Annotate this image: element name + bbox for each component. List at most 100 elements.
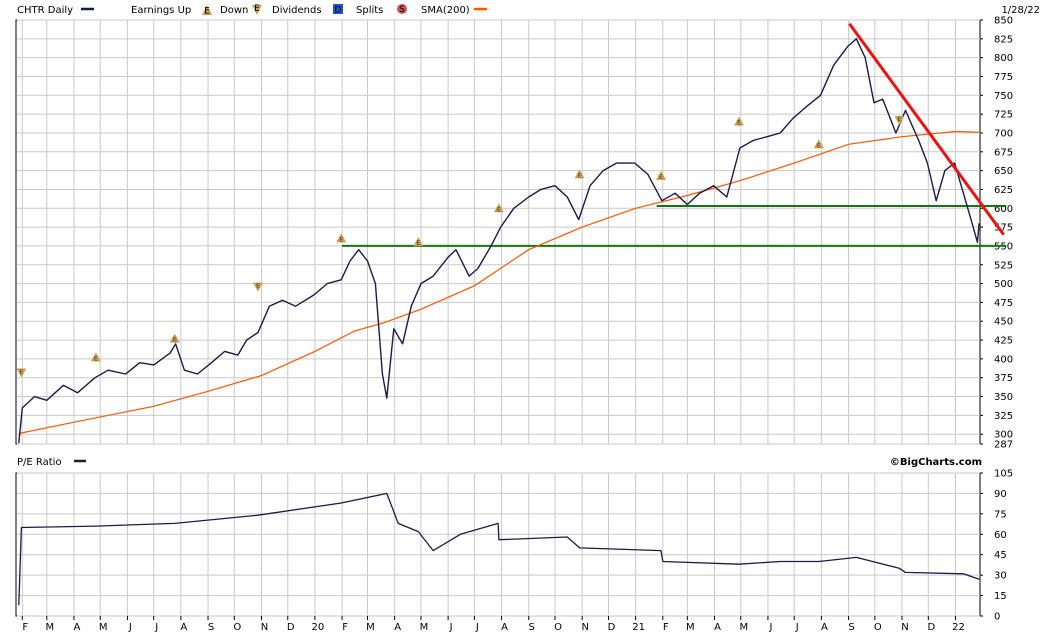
x-tick-label: 20 — [312, 622, 325, 633]
price-y-tick-label: 375 — [994, 373, 1013, 384]
x-tick-label: O — [233, 622, 241, 633]
x-tick-label: A — [821, 622, 828, 633]
pe-y-tick-label: 60 — [994, 530, 1007, 541]
price-y-tick-label: 525 — [994, 260, 1013, 271]
sma-200-line — [18, 130, 980, 435]
price-y-tick-label: 850 — [994, 16, 1013, 27]
x-tick-label: S — [848, 622, 854, 633]
x-tick-label: J — [795, 622, 799, 633]
trend-line — [848, 22, 1005, 236]
x-tick-label: J — [449, 622, 453, 633]
earnings-up-label: E — [737, 120, 741, 127]
price-marks: E E E E E E E E E E E E — [16, 22, 1007, 444]
pe-title: P/E Ratio — [17, 457, 62, 468]
earnings-up-triangle — [493, 203, 504, 213]
price-y-tick-label: 475 — [994, 298, 1013, 309]
svg-text:S: S — [399, 5, 405, 15]
earnings-up-marker: E — [336, 233, 347, 243]
price-y-axis: 2873003253503754004254504755005255505756… — [980, 16, 1013, 451]
earnings-up-label: E — [578, 172, 582, 179]
earnings-up-label: E — [659, 174, 663, 181]
price-y-tick-label: 675 — [994, 147, 1013, 158]
x-tick-label: F — [663, 622, 669, 633]
x-tick-label: 22 — [952, 622, 965, 633]
x-tick-label: M — [99, 622, 108, 633]
earnings-up-marker: E — [413, 237, 424, 247]
pe-grid — [17, 472, 980, 617]
earnings-up-triangle — [656, 170, 667, 180]
earnings-up-label: E — [173, 337, 177, 344]
x-tick-label: A — [714, 622, 721, 633]
legend-dividends: Dividends — [272, 5, 322, 16]
pe-marks — [18, 492, 980, 606]
x-tick-label: N — [261, 622, 268, 633]
price-y-tick-label: 325 — [994, 411, 1013, 422]
earnings-down-triangle — [894, 116, 905, 126]
price-y-tick-label: 300 — [994, 430, 1013, 441]
earnings-up-legend-icon: E — [202, 5, 212, 17]
x-tick-label: M — [420, 622, 429, 633]
pe-y-axis: 0 15 30 45 60 75 90 105 — [980, 469, 1013, 623]
earnings-up-label: E — [339, 236, 343, 243]
earnings-down-triangle — [252, 282, 263, 292]
x-tick-label: F — [342, 622, 348, 633]
bigcharts-brand: ©BigCharts.com — [890, 457, 982, 468]
price-y-tick-label: 775 — [994, 72, 1013, 83]
earnings-up-marker: E — [813, 139, 824, 149]
price-y-tick-label: 400 — [994, 354, 1013, 365]
price-y-tick-label: 287 — [994, 440, 1013, 451]
pe-y-tick-label: 0 — [994, 612, 1000, 623]
x-tick-label: A — [74, 622, 81, 633]
price-y-tick-label: 750 — [994, 91, 1013, 102]
earnings-down-marker: E — [894, 116, 905, 126]
legend-sma: SMA(200) — [421, 5, 470, 16]
price-y-tick-label: 725 — [994, 110, 1013, 121]
svg-text:E: E — [204, 7, 210, 17]
pe-panel: P/E Ratio ©BigCharts.com 0 15 30 45 60 75 90 10… — [15, 457, 1013, 623]
x-tick-label: D — [608, 622, 616, 633]
x-tick-label: J — [475, 622, 479, 633]
earnings-up-triangle — [169, 333, 180, 343]
price-panel: 2873003253503754004254504755005255505756… — [15, 16, 1013, 451]
earnings-up-triangle — [336, 233, 347, 243]
earnings-down-triangle — [16, 368, 27, 378]
x-tick-label: J — [128, 622, 132, 633]
x-tick-label: J — [154, 622, 158, 633]
earnings-down-marker: E — [252, 282, 263, 292]
pe-y-tick-label: 15 — [994, 591, 1007, 602]
date-label: 1/28/22 — [1001, 5, 1040, 16]
price-y-tick-label: 800 — [994, 53, 1013, 64]
legend-down: Down — [220, 5, 248, 16]
x-tick-label: O — [874, 622, 882, 633]
earnings-up-label: E — [817, 142, 821, 149]
pe-y-tick-label: 105 — [994, 469, 1013, 480]
price-y-tick-label: 825 — [994, 34, 1013, 45]
earnings-up-triangle — [813, 139, 824, 149]
earnings-up-label: E — [416, 240, 420, 247]
earnings-up-label: E — [497, 206, 501, 213]
x-tick-label: D — [927, 622, 935, 633]
earnings-up-label: E — [94, 355, 98, 362]
x-tick-label: J — [768, 622, 772, 633]
price-y-tick-label: 575 — [994, 223, 1013, 234]
price-y-tick-label: 425 — [994, 336, 1013, 347]
earnings-up-triangle — [574, 169, 585, 179]
pe-y-tick-label: 30 — [994, 571, 1007, 582]
price-y-tick-label: 500 — [994, 279, 1013, 290]
x-tick-label: N — [901, 622, 908, 633]
price-y-tick-label: 650 — [994, 166, 1013, 177]
x-tick-label: S — [529, 622, 535, 633]
pe-ratio-line — [18, 492, 980, 606]
pe-y-tick-label: 45 — [994, 550, 1007, 561]
earnings-up-marker: E — [574, 169, 585, 179]
legend-splits: Splits — [356, 5, 383, 16]
earnings-down-marker: E — [16, 368, 27, 378]
svg-text:D: D — [335, 6, 342, 16]
x-tick-label: D — [287, 622, 295, 633]
dividend-legend-icon: D — [333, 4, 343, 16]
split-legend-icon: S — [397, 4, 407, 15]
x-tick-label: A — [501, 622, 508, 633]
x-tick-label: 21 — [632, 622, 645, 633]
price-y-tick-label: 350 — [994, 392, 1013, 403]
earnings-up-marker: E — [656, 170, 667, 181]
